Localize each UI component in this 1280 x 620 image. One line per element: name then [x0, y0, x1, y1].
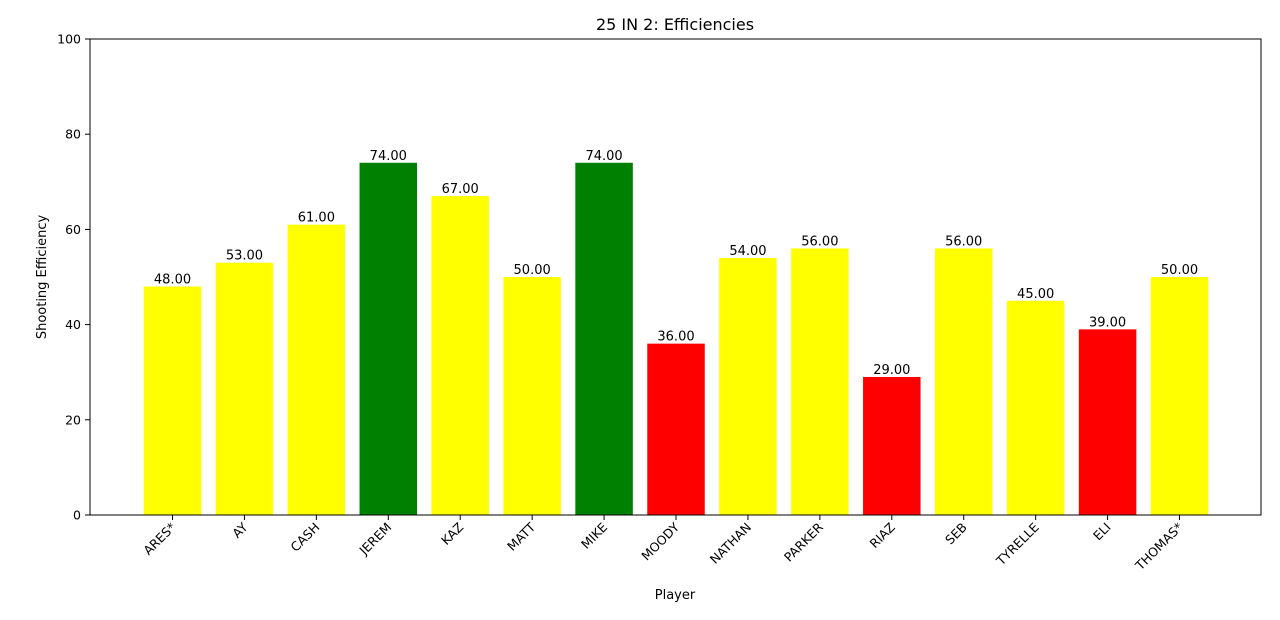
- x-tick-label: CASH: [287, 520, 322, 555]
- x-axis-label: Player: [655, 588, 696, 603]
- bar: [575, 162, 633, 515]
- x-tick-label: KAZ: [438, 520, 466, 548]
- y-tick-label: 60: [65, 222, 81, 237]
- bar-value-label: 74.00: [370, 149, 407, 164]
- bar: [934, 248, 993, 515]
- x-tick-label: THOMAS*: [1132, 520, 1186, 574]
- x-tick-label: ELI: [1090, 520, 1114, 544]
- bar-value-label: 56.00: [945, 234, 982, 249]
- x-tick-label: JEREM: [356, 520, 395, 559]
- y-tick-label: 80: [65, 127, 81, 142]
- bar-value-label: 53.00: [226, 249, 263, 264]
- bar: [1006, 300, 1065, 515]
- y-tick-label: 40: [65, 317, 81, 332]
- bar-value-label: 48.00: [154, 273, 191, 288]
- bar: [791, 248, 849, 515]
- bar-value-label: 67.00: [442, 182, 479, 197]
- y-tick-label: 20: [65, 412, 81, 427]
- bar: [719, 257, 777, 515]
- bar: [287, 224, 346, 515]
- bar-value-label: 74.00: [585, 149, 622, 164]
- bar: [359, 162, 418, 515]
- plot-frame: [89, 38, 1262, 516]
- x-tick-label: MOODY: [638, 519, 682, 563]
- bar: [1150, 277, 1209, 515]
- bar: [863, 376, 921, 515]
- bar: [215, 262, 274, 515]
- bar: [647, 343, 705, 515]
- bar-value-label: 61.00: [298, 211, 335, 226]
- x-tick-label: MATT: [504, 519, 538, 553]
- bar-value-label: 50.00: [1161, 263, 1198, 278]
- chart-title: 25 IN 2: Efficiencies: [596, 15, 754, 34]
- bars-group: 48.00 53.00 61.00 74.00 67.00 50.00 74.00 36.00…: [143, 149, 1209, 515]
- x-tick-label: NATHAN: [707, 520, 754, 567]
- x-tick-label: AY: [229, 519, 251, 541]
- x-tick-label: TYRELLE: [993, 519, 1042, 568]
- bar-value-label: 39.00: [1089, 315, 1126, 330]
- bar: [431, 196, 489, 515]
- x-tick-label: MIKE: [578, 519, 610, 551]
- bar: [503, 277, 561, 515]
- x-tick-label: PARKER: [781, 519, 826, 564]
- y-tick-label: 0: [73, 508, 81, 523]
- x-tick-label: RIAZ: [866, 520, 897, 551]
- bar-value-label: 45.00: [1017, 287, 1054, 302]
- x-tick-label: SEB: [942, 520, 970, 548]
- bar-value-label: 56.00: [801, 234, 838, 249]
- bar-value-label: 29.00: [873, 363, 910, 378]
- bar-value-label: 36.00: [657, 330, 694, 345]
- bar-value-label: 54.00: [729, 244, 766, 259]
- x-tick-label: ARES*: [140, 520, 178, 558]
- bar-value-label: 50.00: [514, 263, 551, 278]
- bar: [143, 286, 202, 515]
- y-axis-label: Shooting Efficiency: [35, 215, 50, 340]
- bar: [1078, 329, 1137, 515]
- y-tick-label: 100: [57, 32, 81, 47]
